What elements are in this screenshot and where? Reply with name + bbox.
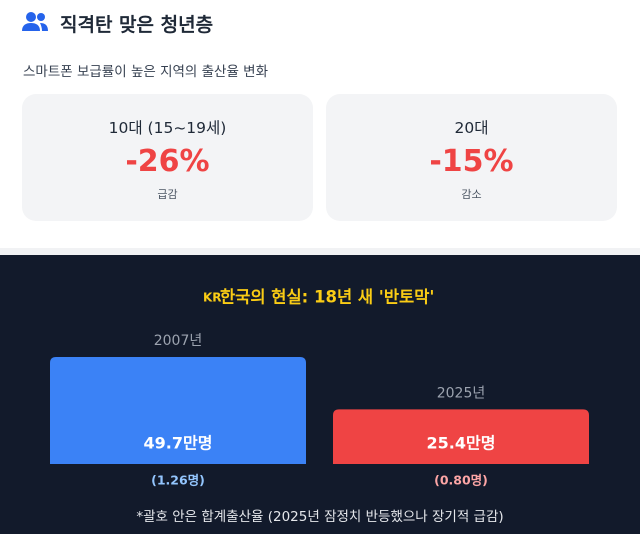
bar-value-label: 25.4만명 (427, 434, 496, 453)
section-subtitle: 스마트폰 보급률이 높은 지역의 출산율 변화 (23, 64, 269, 80)
stat-card: 20대 -15% 감소 (326, 94, 617, 221)
fertility-rate: (0.80명) (434, 473, 488, 488)
card-label: 감소 (461, 188, 482, 201)
badge: KR (203, 291, 222, 305)
bar (50, 357, 306, 464)
bar (333, 409, 589, 464)
comparison-chart: KR 한국의 현실: 18년 새 '반토막' *괄호 안은 합계출산율 (202… (0, 255, 640, 534)
divider (0, 248, 640, 255)
fertility-rate: (1.26명) (151, 473, 205, 488)
chart-title: 한국의 현실: 18년 새 '반토막' (220, 288, 434, 307)
card-value: -15% (429, 144, 514, 179)
section-title: 직격탄 맞은 청년층 (60, 14, 214, 36)
card-title: 20대 (454, 119, 489, 137)
card-value: -26% (125, 144, 210, 179)
year-label: 2007년 (154, 333, 203, 349)
stat-card: 10대 (15~19세) -26% 급감 (22, 94, 313, 221)
bar-value-label: 49.7만명 (144, 434, 213, 453)
year-label: 2025년 (437, 385, 486, 401)
footnote: *괄호 안은 합계출산율 (2025년 잠정치 반등했으나 장기적 급감) (136, 509, 503, 525)
card-title: 10대 (15~19세) (108, 119, 227, 137)
summary-section: 직격탄 맞은 청년층 스마트폰 보급률이 높은 지역의 출산율 변화 10대 (… (0, 0, 640, 248)
people-icon (22, 12, 48, 31)
card-label: 급감 (157, 188, 178, 201)
